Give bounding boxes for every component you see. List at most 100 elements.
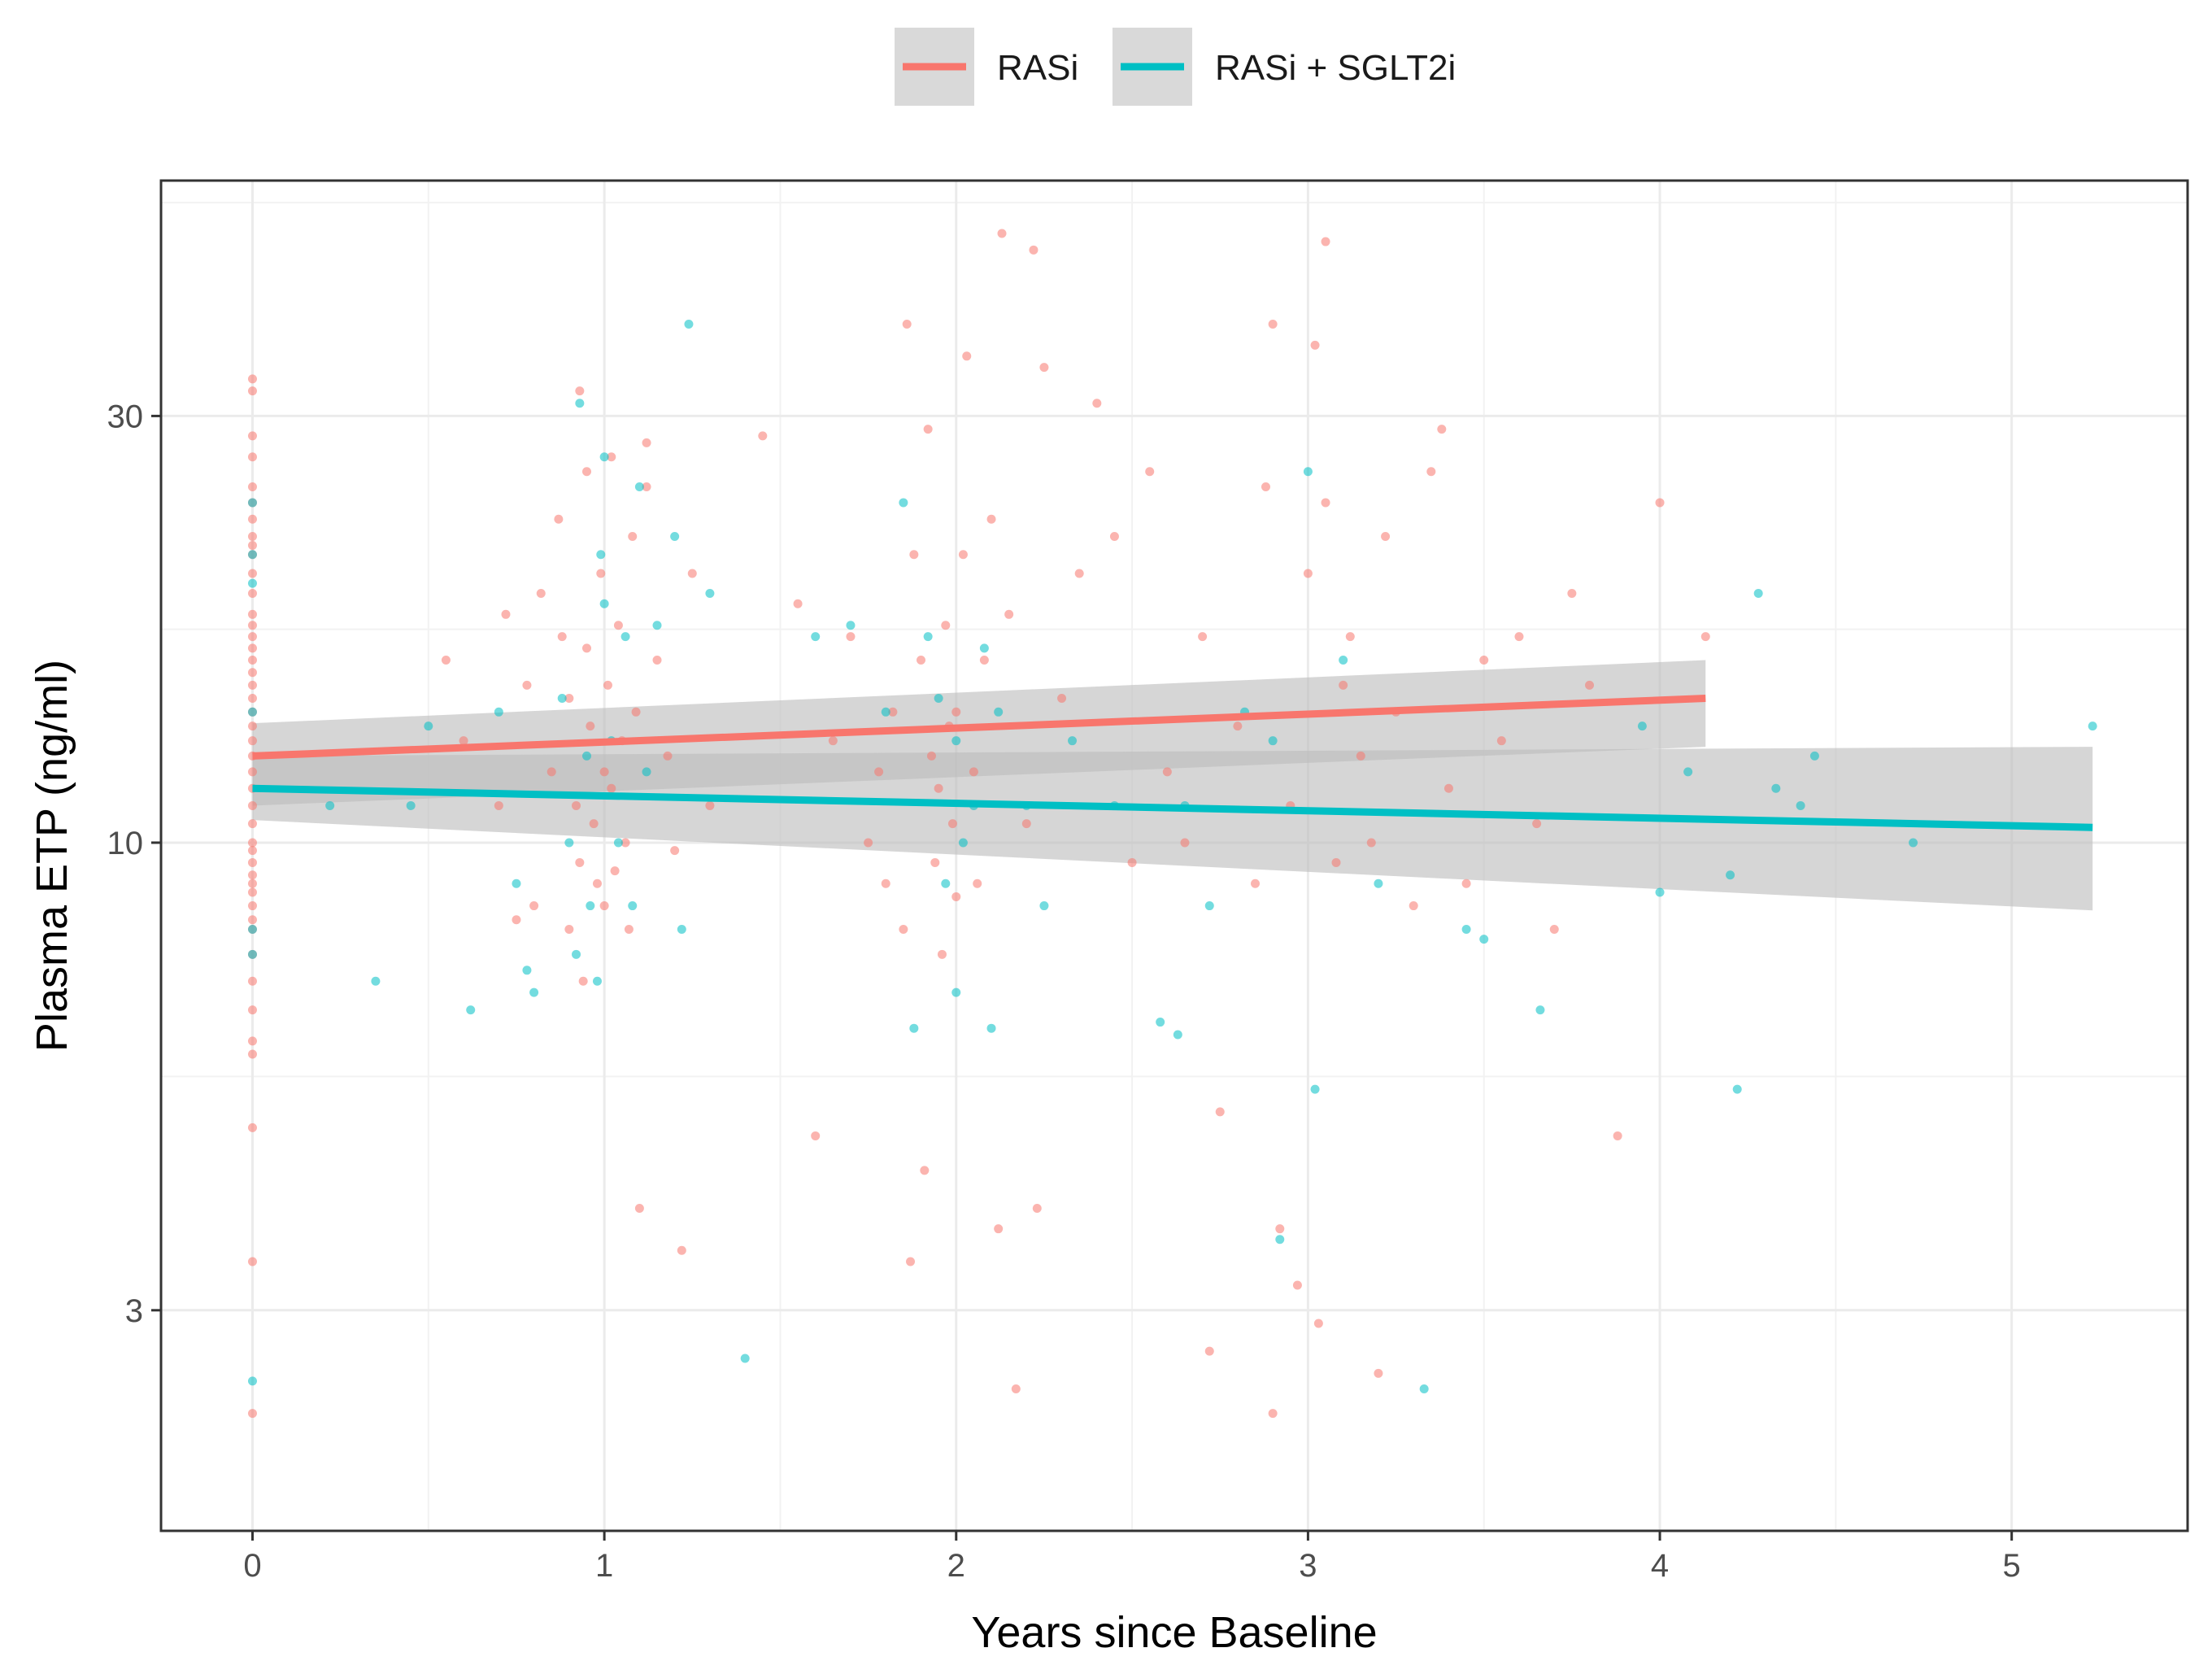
point-rasi-sglt2i: [599, 599, 609, 608]
point-rasi: [247, 1005, 257, 1015]
point-rasi: [1437, 425, 1447, 434]
point-rasi: [247, 915, 257, 925]
point-rasi: [1532, 819, 1542, 829]
point-rasi: [247, 976, 257, 986]
point-rasi: [247, 374, 257, 384]
point-rasi-sglt2i: [1809, 751, 1819, 761]
point-rasi: [1303, 569, 1313, 578]
point-rasi: [1032, 1204, 1042, 1214]
point-rasi: [247, 588, 257, 598]
point-rasi-sglt2i: [599, 452, 609, 462]
point-rasi-sglt2i: [247, 498, 257, 508]
point-rasi: [247, 1257, 257, 1266]
point-rasi-sglt2i: [1339, 656, 1348, 665]
point-rasi: [501, 609, 511, 619]
point-rasi: [793, 599, 803, 608]
point-rasi: [247, 514, 257, 524]
y-tick-label: 10: [107, 826, 144, 861]
point-rasi: [247, 386, 257, 396]
point-rasi: [247, 800, 257, 810]
confidence-band-rasi-sglt2i: [252, 747, 2093, 911]
y-tick-label: 3: [125, 1293, 143, 1329]
point-rasi: [247, 609, 257, 619]
point-rasi: [247, 531, 257, 541]
legend-label-rasi-sglt2i: RASi + SGLT2i: [1215, 48, 1456, 88]
point-rasi-sglt2i: [677, 924, 686, 934]
point-rasi: [610, 866, 620, 876]
point-rasi: [663, 751, 673, 761]
point-rasi: [599, 767, 609, 777]
point-rasi: [1426, 467, 1436, 477]
point-rasi: [1261, 482, 1270, 491]
point-rasi-sglt2i: [958, 838, 968, 848]
point-rasi-sglt2i: [1039, 901, 1049, 911]
point-rasi: [247, 569, 257, 578]
point-rasi-sglt2i: [247, 924, 257, 934]
point-rasi: [1180, 838, 1190, 848]
y-axis: 3 10 30: [107, 399, 161, 1329]
point-rasi: [459, 736, 468, 746]
point-rasi: [962, 351, 972, 361]
point-rasi: [1549, 924, 1559, 934]
point-rasi: [247, 680, 257, 690]
point-rasi: [934, 783, 943, 793]
point-rasi-sglt2i: [1796, 800, 1805, 810]
point-rasi-sglt2i: [979, 643, 989, 653]
point-rasi: [923, 425, 933, 434]
point-rasi: [441, 656, 451, 665]
point-rasi-sglt2i: [670, 531, 680, 541]
point-rasi: [247, 540, 257, 550]
point-rasi: [1057, 694, 1067, 704]
point-rasi: [642, 438, 651, 447]
point-rasi: [930, 857, 940, 867]
point-rasi: [1313, 1319, 1323, 1328]
point-rasi-sglt2i: [247, 550, 257, 560]
point-rasi: [1366, 838, 1376, 848]
point-rasi-sglt2i: [986, 1023, 996, 1033]
point-rasi-sglt2i: [247, 949, 257, 959]
point-rasi-sglt2i: [1535, 1005, 1545, 1015]
point-rasi-sglt2i: [371, 976, 381, 986]
point-rasi: [247, 431, 257, 441]
point-rasi: [909, 550, 919, 560]
point-rasi: [846, 632, 856, 642]
plot-border: [159, 179, 2189, 1532]
point-rasi: [1321, 237, 1330, 246]
point-rasi-sglt2i: [909, 1023, 919, 1033]
point-rasi: [247, 838, 257, 848]
point-rasi: [1029, 245, 1039, 255]
point-rasi-sglt2i: [811, 632, 821, 642]
point-rasi: [864, 838, 873, 848]
point-rasi: [575, 386, 585, 396]
point-rasi: [947, 819, 957, 829]
point-rasi-sglt2i: [424, 721, 433, 731]
point-rasi-sglt2i: [620, 632, 630, 642]
point-rasi: [599, 901, 609, 911]
point-rasi-sglt2i: [941, 878, 951, 888]
point-rasi: [1567, 588, 1577, 598]
point-rasi: [1331, 857, 1341, 867]
point-rasi-sglt2i: [325, 800, 335, 810]
point-rasi: [1109, 531, 1119, 541]
point-rasi: [1479, 656, 1489, 665]
point-rasi: [247, 901, 257, 911]
point-rasi-sglt2i: [564, 838, 574, 848]
x-tick-label: 2: [947, 1548, 965, 1584]
point-rasi-sglt2i: [740, 1354, 750, 1363]
point-rasi: [536, 588, 546, 598]
point-rasi: [247, 694, 257, 704]
point-rasi: [1461, 878, 1471, 888]
point-rasi-sglt2i: [1156, 1018, 1165, 1027]
point-rasi-sglt2i: [522, 966, 532, 975]
point-rasi: [677, 1245, 686, 1255]
point-rasi: [247, 656, 257, 665]
point-rasi: [247, 632, 257, 642]
point-rasi-sglt2i: [247, 707, 257, 717]
point-rasi: [994, 1224, 1004, 1234]
point-rasi-sglt2i: [1753, 588, 1763, 598]
point-rasi-sglt2i: [951, 736, 961, 746]
point-rasi-sglt2i: [1310, 1084, 1320, 1094]
point-rasi: [1215, 1107, 1225, 1117]
point-rasi-sglt2i: [592, 976, 602, 986]
